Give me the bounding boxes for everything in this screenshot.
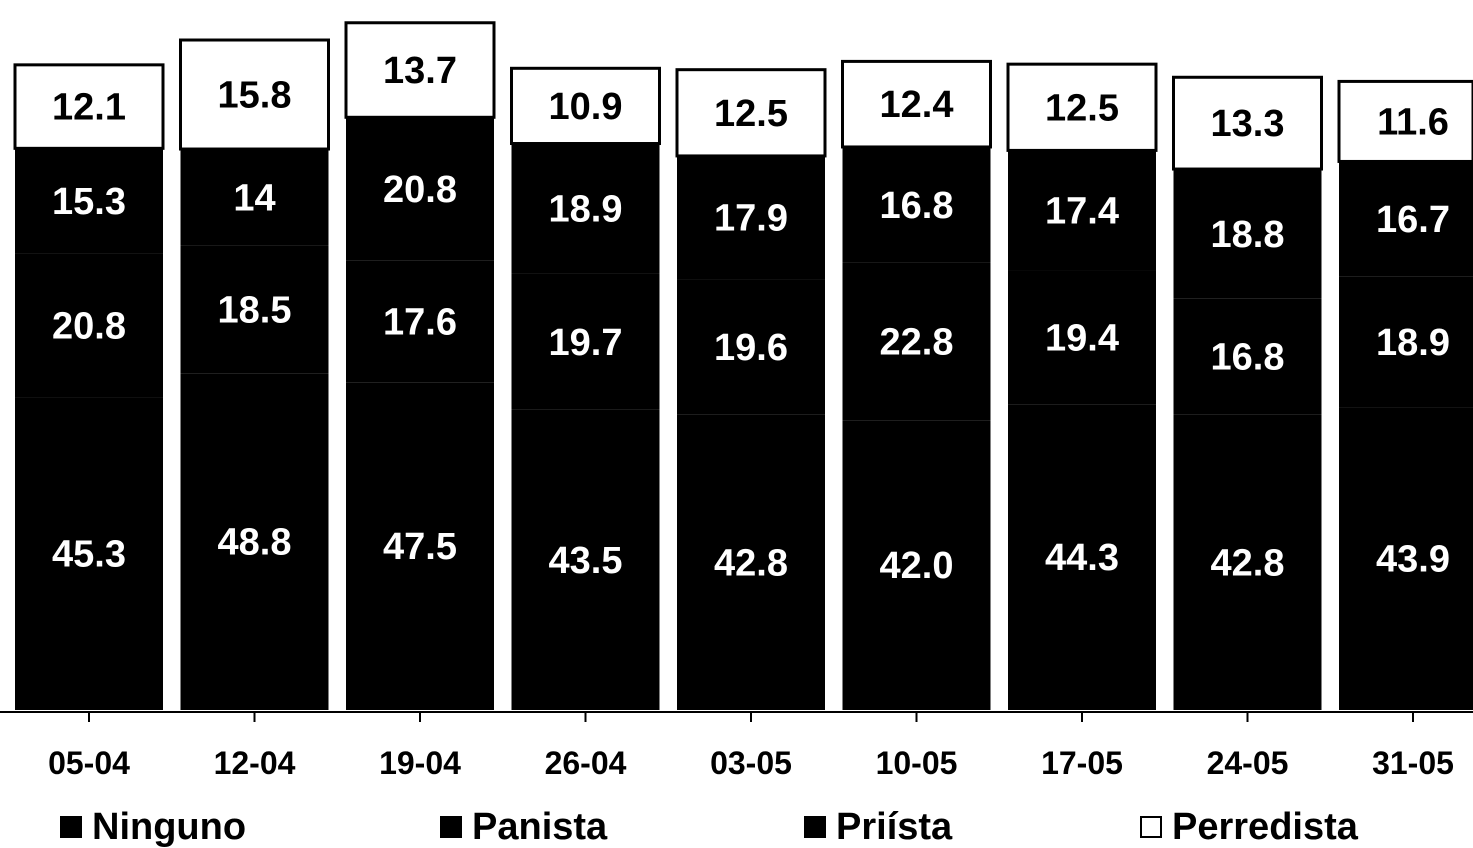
data-label-perredista-24-05: 13.3: [1211, 103, 1285, 145]
bar-segment-ninguno-17-05: [1008, 404, 1156, 710]
data-label-panista-03-05: 19.6: [714, 327, 788, 369]
data-label-prista-24-05: 18.8: [1211, 214, 1285, 256]
bar-segment-panista-19-04: [346, 260, 494, 383]
data-label-perredista-12-04: 15.8: [218, 75, 292, 117]
bar-segment-panista-12-04: [180, 245, 329, 374]
x-tick-label-31-05: 31-05: [1372, 745, 1454, 781]
bar-segment-prista-05-04: [15, 148, 163, 254]
x-tick-label-17-05: 17-05: [1041, 745, 1123, 781]
bar-segment-perredista-05-04: [13, 63, 165, 150]
x-tick-label-03-05: 03-05: [710, 745, 792, 781]
x-tick-label-10-05: 10-05: [876, 745, 958, 781]
data-label-ninguno-05-04: 45.3: [52, 534, 126, 576]
legend-item-priista: Priísta: [804, 806, 952, 848]
bar-segment-perredista-03-05: [675, 68, 827, 158]
data-label-prista-10-05: 16.8: [880, 185, 954, 227]
data-label-perredista-17-05: 12.5: [1045, 87, 1119, 129]
data-label-perredista-31-05: 11.6: [1377, 101, 1449, 143]
bar-segment-panista-26-04: [511, 273, 660, 410]
bar-segment-ninguno-12-04: [180, 373, 329, 710]
data-label-perredista-03-05: 12.5: [714, 93, 788, 135]
data-label-prista-19-04: 20.8: [383, 169, 457, 211]
data-label-ninguno-10-05: 42.0: [880, 545, 954, 587]
data-label-perredista-26-04: 10.9: [549, 86, 623, 128]
data-label-panista-19-04: 17.6: [383, 302, 457, 344]
legend-swatch-priista: [804, 816, 826, 838]
data-label-panista-31-05: 18.9: [1376, 322, 1450, 364]
bar-segment-ninguno-26-04: [511, 409, 660, 710]
bar-segment-panista-10-05: [842, 262, 991, 421]
bar-segment-perredista-19-04: [344, 21, 496, 119]
bar-segment-panista-03-05: [677, 279, 825, 415]
bar-segment-prista-03-05: [677, 155, 825, 280]
bar-segment-perredista-31-05: [1337, 79, 1473, 163]
data-label-ninguno-17-05: 44.3: [1045, 537, 1119, 579]
data-label-panista-12-04: 18.5: [218, 289, 292, 331]
legend-label-ninguno: Ninguno: [92, 806, 247, 848]
x-ticks-layer: [88, 712, 1414, 722]
data-label-prista-12-04: 14: [233, 177, 275, 219]
bar-segment-panista-24-05: [1173, 298, 1322, 415]
data-label-prista-31-05: 16.7: [1376, 199, 1450, 241]
bar-segment-ninguno-24-05: [1173, 414, 1322, 710]
bar-segment-perredista-24-05: [1172, 75, 1323, 171]
data-label-panista-10-05: 22.8: [880, 322, 954, 364]
bar-segment-perredista-26-04: [510, 66, 661, 146]
x-tick-label-05-04: 05-04: [48, 745, 130, 781]
bar-segment-perredista-17-05: [1006, 62, 1158, 152]
legend-item-ninguno: Ninguno: [60, 806, 246, 848]
data-label-perredista-10-05: 12.4: [880, 84, 954, 126]
bar-segment-prista-17-05: [1008, 150, 1156, 271]
data-label-ninguno-26-04: 43.5: [549, 540, 623, 582]
data-label-ninguno-24-05: 42.8: [1211, 542, 1285, 584]
bar-segment-prista-26-04: [511, 143, 660, 274]
data-label-perredista-19-04: 13.7: [383, 50, 457, 92]
legend-label-panista: Panista: [472, 806, 608, 848]
legend-swatch-perredista: [1140, 816, 1162, 838]
data-label-panista-17-05: 19.4: [1045, 317, 1119, 359]
bar-segment-ninguno-31-05: [1339, 407, 1473, 710]
data-label-prista-03-05: 17.9: [714, 198, 788, 240]
bar-segment-prista-19-04: [346, 117, 494, 261]
x-tick-label-26-04: 26-04: [545, 745, 627, 781]
bar-segment-prista-31-05: [1339, 161, 1473, 277]
legend-item-panista: Panista: [440, 806, 607, 848]
legend-label-priista: Priísta: [836, 806, 953, 848]
data-label-prista-17-05: 17.4: [1045, 190, 1119, 232]
bar-segment-panista-17-05: [1008, 270, 1156, 405]
data-label-panista-26-04: 19.7: [549, 322, 623, 364]
x-tick-label-24-05: 24-05: [1207, 745, 1289, 781]
x-tick-labels-layer: 05-04 12-04 19-04 26-04 03-05 10-05 17-05 24-05…: [48, 745, 1454, 781]
bar-segment-prista-10-05: [842, 146, 991, 263]
bar-segment-ninguno-05-04: [15, 397, 163, 710]
bar-segment-ninguno-03-05: [677, 414, 825, 710]
legend-swatch-ninguno: [60, 816, 82, 838]
x-tick-label-19-04: 19-04: [379, 745, 461, 781]
data-label-ninguno-03-05: 42.8: [714, 542, 788, 584]
bar-segment-perredista-12-04: [179, 38, 330, 151]
bar-segment-panista-31-05: [1339, 276, 1473, 408]
bar-segment-panista-05-04: [15, 253, 163, 398]
data-label-prista-26-04: 18.9: [549, 189, 623, 231]
data-label-panista-05-04: 20.8: [52, 306, 126, 348]
legend-label-perredista: Perredista: [1172, 806, 1358, 848]
data-label-ninguno-31-05: 43.9: [1376, 539, 1450, 581]
segment-labels-layer: 45.3 20.8 15.3 12.1 48.8 18.5 14 15.8 47.5 17.6 20…: [52, 50, 1450, 587]
bars-layer: [13, 21, 1473, 710]
bar-segment-ninguno-19-04: [346, 382, 494, 710]
legend-item-perredista: Perredista: [1140, 806, 1358, 848]
bar-segment-ninguno-10-05: [842, 420, 991, 710]
legend: Ninguno Panista Priísta Perredista: [0, 806, 1473, 848]
data-label-ninguno-19-04: 47.5: [383, 526, 457, 568]
data-label-prista-05-04: 15.3: [52, 181, 126, 223]
data-label-panista-24-05: 16.8: [1211, 337, 1285, 379]
data-label-perredista-05-04: 12.1: [52, 87, 126, 129]
bar-segment-prista-12-04: [180, 149, 329, 246]
bar-segment-perredista-10-05: [841, 59, 992, 149]
bar-segment-prista-24-05: [1173, 169, 1322, 299]
x-tick-label-12-04: 12-04: [214, 745, 296, 781]
data-label-ninguno-12-04: 48.8: [218, 522, 292, 564]
legend-swatch-panista: [440, 816, 462, 838]
